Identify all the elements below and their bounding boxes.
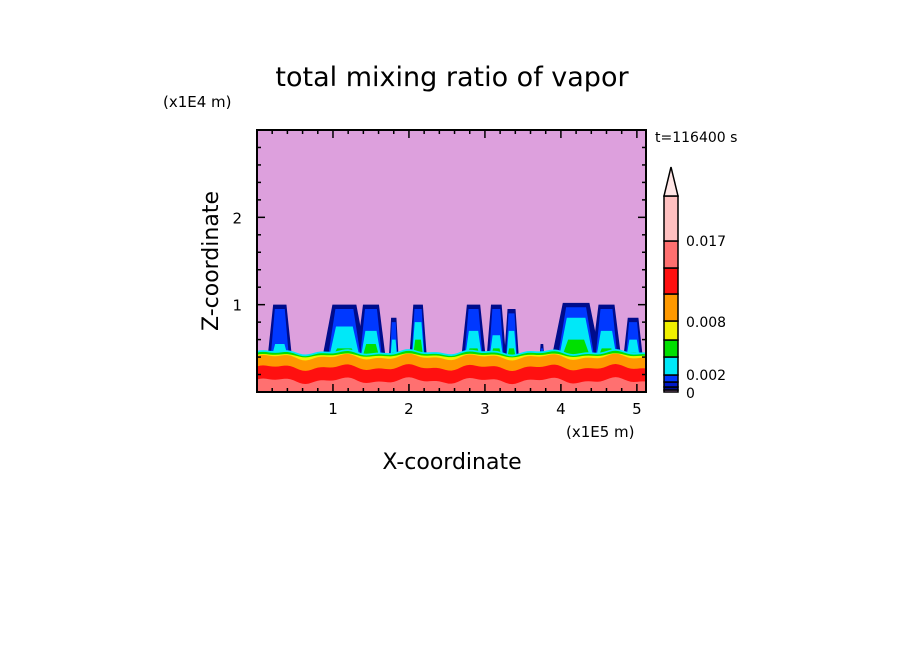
- x-tick-label: 3: [480, 400, 490, 418]
- axes: 1 2 3 4 5 1 2: [232, 129, 647, 418]
- x-tick-label: 2: [404, 400, 414, 418]
- plot-frame: [256, 129, 647, 393]
- x-tick-label: 5: [632, 400, 642, 418]
- colorbar-bin: [663, 339, 679, 358]
- colorbar-bin: [663, 195, 679, 242]
- y-tick-label: 2: [232, 209, 242, 227]
- band-ff7070: [257, 377, 646, 392]
- y-tick-label: 1: [232, 297, 242, 315]
- colorbar-label: 0.008: [686, 315, 726, 331]
- colorbar-label: 0.002: [686, 368, 726, 384]
- colorbar-extend-triangle: [663, 166, 679, 197]
- colorbar-bin: [663, 267, 679, 295]
- colorbar-bin: [663, 293, 679, 322]
- contour-field: [257, 130, 646, 392]
- colorbar-label: 0.017: [686, 234, 726, 250]
- time-label: t=116400 s: [655, 130, 737, 146]
- x-tick-label: 4: [556, 400, 566, 418]
- x-axis-label: X-coordinate: [382, 450, 521, 475]
- x-unit-label: (x1E5 m): [566, 423, 635, 441]
- y-unit-label: (x1E4 m): [163, 93, 232, 111]
- colorbar-bin: [663, 320, 679, 341]
- x-tick-label: 1: [328, 400, 338, 418]
- colorbar-label: 0: [686, 386, 695, 402]
- colorbar-bin: [663, 374, 679, 383]
- y-axis-label: Z-coordinate: [199, 191, 224, 331]
- colorbar-bin: [663, 240, 679, 269]
- colorbar: 0 0.002 0.008 0.017: [663, 166, 726, 402]
- chart-title: total mixing ratio of vapor: [275, 62, 629, 93]
- colorbar-bin: [663, 356, 679, 376]
